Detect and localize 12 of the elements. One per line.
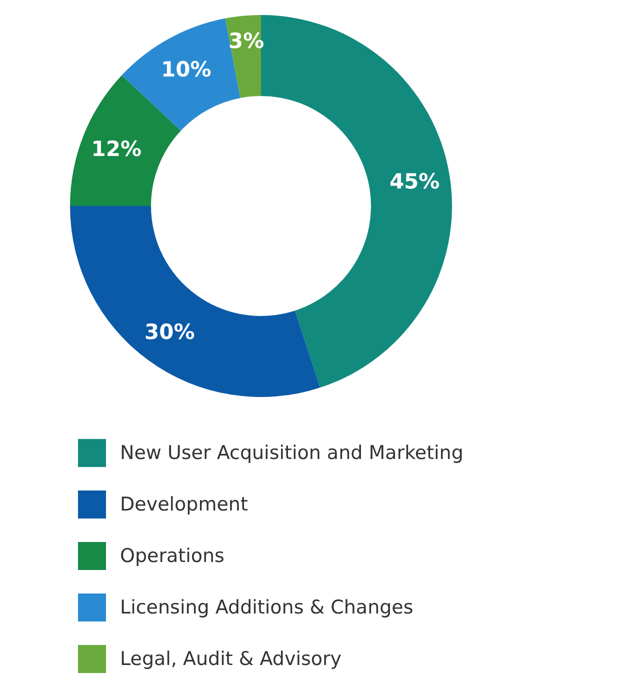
legend-label: New User Acquisition and Marketing <box>120 442 464 464</box>
legend-label: Legal, Audit & Advisory <box>120 648 342 670</box>
data-label: 10% <box>160 58 212 82</box>
data-label: 45% <box>389 170 440 194</box>
legend-label: Operations <box>120 545 224 567</box>
donut-slice <box>70 75 181 206</box>
data-label: 3% <box>228 29 264 53</box>
legend-label: Development <box>120 494 248 516</box>
data-label: 30% <box>144 320 195 344</box>
legend-label: Licensing Additions & Changes <box>120 596 414 618</box>
data-label: 12% <box>91 136 142 161</box>
donut-slice <box>70 206 320 397</box>
